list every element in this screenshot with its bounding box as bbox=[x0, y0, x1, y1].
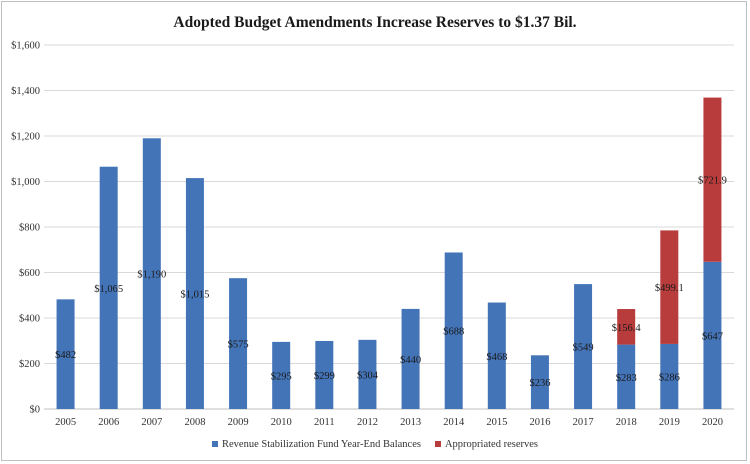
bar-rsf-balance bbox=[315, 340, 334, 409]
x-tick-label: 2006 bbox=[98, 417, 119, 428]
data-label: $440 bbox=[400, 355, 421, 366]
x-tick-label: 2013 bbox=[400, 417, 421, 428]
legend: Revenue Stabilization Fund Year-End Bala… bbox=[212, 439, 538, 450]
data-label: $549 bbox=[573, 343, 594, 354]
data-label: $156.4 bbox=[612, 323, 642, 334]
x-tick-label: 2011 bbox=[314, 417, 335, 428]
y-tick-label: $200 bbox=[19, 359, 40, 370]
bar-rsf-balance bbox=[401, 308, 420, 409]
bar-rsf-balance bbox=[574, 284, 593, 409]
data-label: $236 bbox=[529, 378, 550, 389]
data-label: $688 bbox=[443, 327, 464, 338]
legend-swatch bbox=[212, 441, 219, 447]
data-label: $295 bbox=[271, 371, 292, 382]
x-tick-label: 2016 bbox=[529, 417, 550, 428]
data-label: $482 bbox=[55, 350, 76, 361]
data-label: $304 bbox=[357, 370, 379, 381]
data-label: $1,015 bbox=[181, 290, 210, 301]
data-label: $575 bbox=[228, 340, 249, 351]
bars: $482 $1,065 $1,190 $1,015 $575 $295 $299 $304 $4… bbox=[55, 97, 727, 409]
legend-entry: Revenue Stabilization Fund Year-End Bala… bbox=[222, 439, 421, 450]
bar-rsf-balance bbox=[444, 252, 463, 409]
x-tick-label: 2020 bbox=[702, 417, 723, 428]
data-label: $468 bbox=[486, 352, 507, 363]
x-axis: 2005 2006 2007 2008 2009 2010 2011 2012 2013 2014… bbox=[55, 417, 723, 428]
bar-rsf-balance bbox=[660, 343, 679, 409]
bar-rsf-balance bbox=[56, 299, 75, 409]
chart-title: Adopted Budget Amendments Increase Reser… bbox=[173, 14, 576, 31]
bar-rsf-balance bbox=[185, 178, 204, 409]
data-label: $283 bbox=[616, 373, 637, 384]
bar-rsf-balance bbox=[229, 278, 248, 409]
x-tick-label: 2005 bbox=[55, 417, 76, 428]
y-tick-label: $600 bbox=[19, 268, 40, 279]
data-label: $299 bbox=[314, 371, 335, 382]
y-tick-label: $0 bbox=[30, 405, 41, 416]
data-label: $286 bbox=[659, 372, 680, 383]
bar-rsf-balance bbox=[530, 355, 549, 409]
bar-rsf-balance bbox=[272, 341, 291, 409]
data-label: $1,190 bbox=[137, 270, 166, 281]
y-tick-label: $1,200 bbox=[11, 132, 40, 143]
x-tick-label: 2010 bbox=[271, 417, 292, 428]
bar-rsf-balance bbox=[142, 138, 161, 409]
bar-rsf-balance bbox=[358, 339, 377, 409]
bar-rsf-balance bbox=[617, 344, 636, 409]
x-tick-label: 2007 bbox=[141, 417, 162, 428]
x-tick-label: 2009 bbox=[228, 417, 249, 428]
legend-swatch bbox=[434, 441, 441, 447]
y-tick-label: $800 bbox=[19, 223, 40, 234]
x-tick-label: 2017 bbox=[573, 417, 594, 428]
bar-appropriated-reserves bbox=[703, 97, 722, 262]
x-tick-label: 2015 bbox=[486, 417, 507, 428]
bar-appropriated-reserves bbox=[660, 230, 679, 344]
data-label: $499.1 bbox=[655, 283, 684, 294]
legend-entry: Appropriated reserves bbox=[445, 439, 538, 450]
data-label: $647 bbox=[702, 331, 723, 342]
bar-rsf-balance bbox=[487, 302, 506, 409]
bar-rsf-balance bbox=[703, 261, 722, 409]
x-tick-label: 2018 bbox=[616, 417, 637, 428]
data-label: $721.9 bbox=[698, 176, 727, 187]
data-label: $1,065 bbox=[94, 284, 123, 295]
y-tick-label: $1,600 bbox=[11, 41, 40, 52]
y-tick-label: $400 bbox=[19, 314, 40, 325]
x-tick-label: 2014 bbox=[443, 417, 465, 428]
y-tick-label: $1,400 bbox=[11, 86, 40, 97]
y-tick-label: $1,000 bbox=[11, 177, 40, 188]
x-tick-label: 2012 bbox=[357, 417, 378, 428]
x-tick-label: 2008 bbox=[184, 417, 205, 428]
y-axis: $0 $200 $400 $600 $800 $1,000 $1,200 $1,400 $1,6… bbox=[11, 41, 40, 416]
bar-appropriated-reserves bbox=[617, 309, 636, 345]
bar-rsf-balance bbox=[99, 166, 118, 409]
x-tick-label: 2019 bbox=[659, 417, 680, 428]
